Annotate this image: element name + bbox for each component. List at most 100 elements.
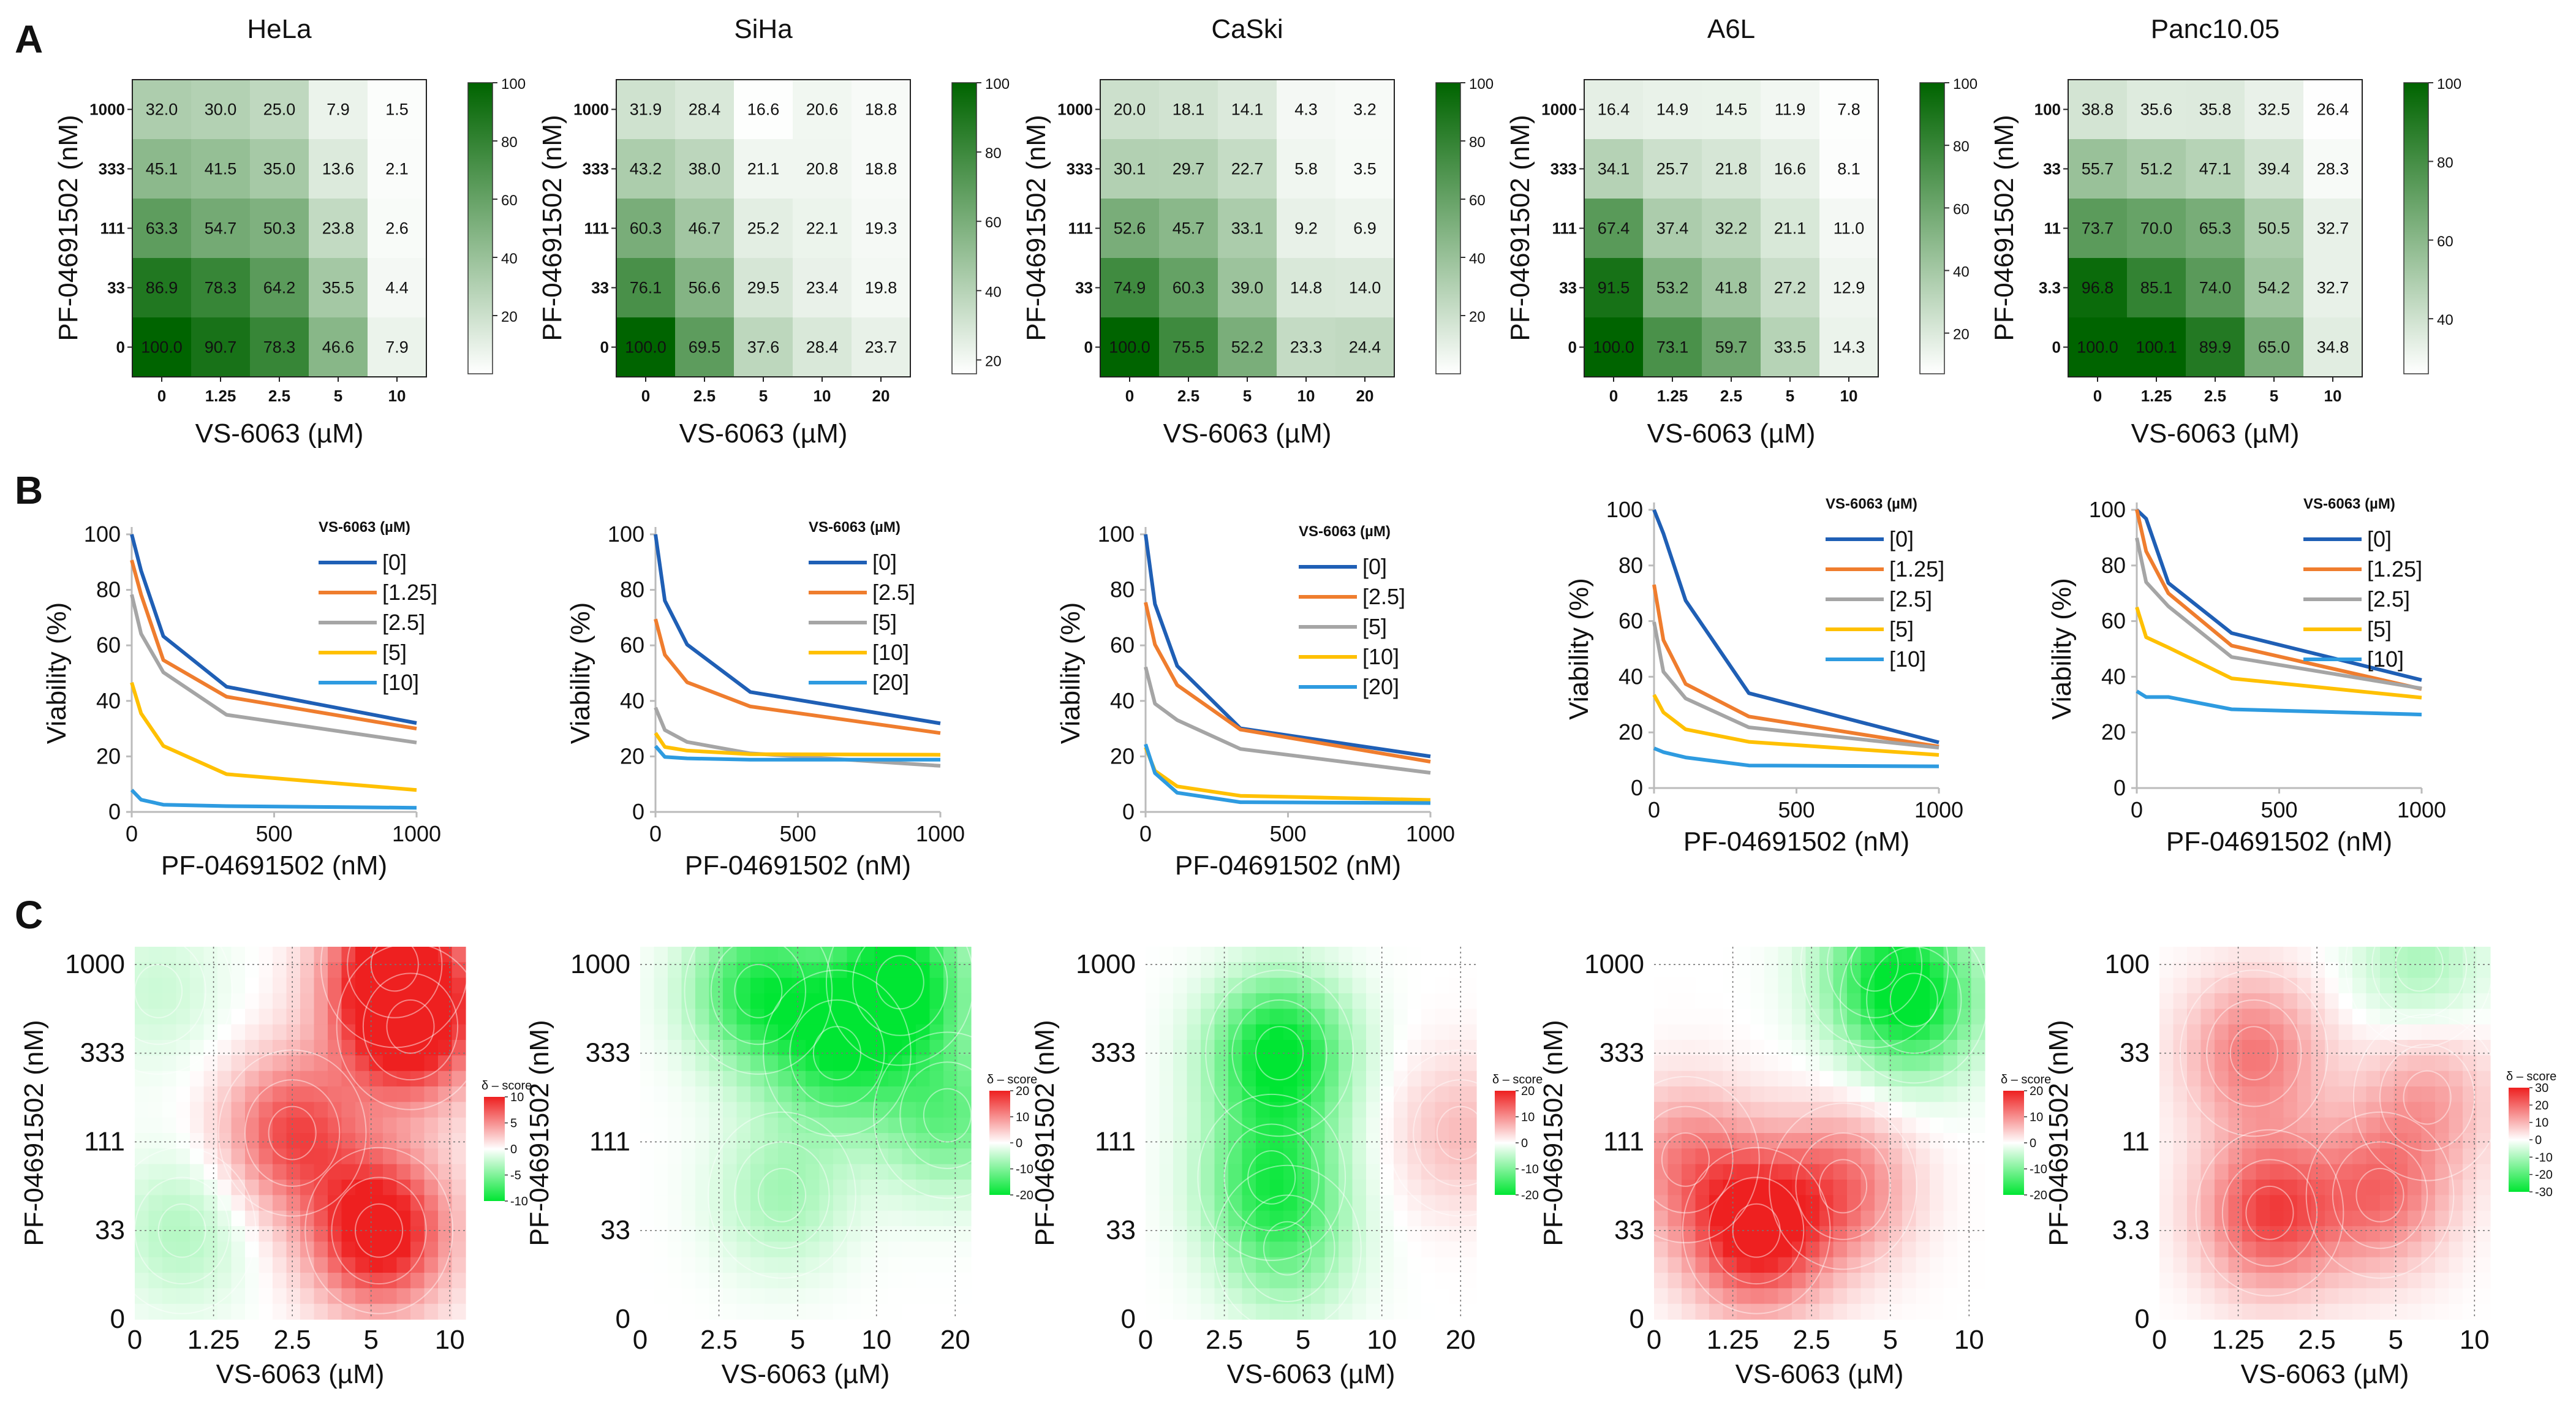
delta-cell bbox=[640, 1288, 655, 1305]
delta-cell bbox=[1764, 1133, 1779, 1149]
delta-cell bbox=[1449, 1024, 1464, 1040]
delta-cell bbox=[135, 1040, 149, 1056]
contour-line bbox=[1769, 1102, 1917, 1270]
delta-cell bbox=[2476, 1040, 2491, 1056]
delta-cell bbox=[2380, 1117, 2395, 1134]
delta-cell bbox=[410, 1180, 425, 1196]
delta-cell bbox=[424, 962, 439, 979]
delta-cell bbox=[736, 1040, 751, 1056]
delta-cell bbox=[2256, 1071, 2270, 1087]
delta-cell bbox=[1187, 1273, 1201, 1289]
delta-cell bbox=[2159, 1273, 2174, 1289]
delta-cell bbox=[902, 947, 916, 963]
delta-cell bbox=[410, 1117, 425, 1134]
delta-cell bbox=[929, 977, 944, 994]
delta-cell bbox=[2270, 1024, 2284, 1040]
delta-cell bbox=[874, 1303, 889, 1320]
delta-cell bbox=[1709, 1148, 1724, 1165]
delta-cell bbox=[1242, 1257, 1256, 1273]
y-tick-label: 100 bbox=[1098, 521, 1135, 547]
delta-cell bbox=[2200, 1071, 2215, 1087]
delta-cell bbox=[1792, 1257, 1807, 1273]
delta-cell bbox=[1159, 1273, 1174, 1289]
delta-cell bbox=[2256, 1288, 2270, 1305]
delta-cell bbox=[2187, 1180, 2202, 1196]
delta-cell bbox=[1297, 1009, 1312, 1025]
delta-cell bbox=[2325, 1164, 2340, 1180]
delta-cell bbox=[2270, 1040, 2284, 1056]
delta-cell bbox=[750, 993, 765, 1009]
delta-cell bbox=[1352, 947, 1367, 963]
delta-cell bbox=[1695, 962, 1710, 979]
delta-cell bbox=[383, 1040, 398, 1056]
delta-cell bbox=[2366, 1195, 2381, 1211]
delta-cell bbox=[438, 1257, 453, 1273]
delta-cell bbox=[1750, 1210, 1765, 1227]
delta-cell bbox=[791, 1303, 806, 1320]
delta-cell bbox=[695, 1148, 710, 1165]
delta-cell bbox=[2366, 1210, 2381, 1227]
heatmap-cell bbox=[734, 317, 793, 377]
delta-cell bbox=[1394, 1102, 1408, 1118]
delta-cell bbox=[1311, 1273, 1326, 1289]
delta-cell bbox=[1833, 1009, 1848, 1025]
delta-cell bbox=[328, 1102, 342, 1118]
delta-cell bbox=[369, 1117, 383, 1134]
delta-cell bbox=[1819, 1009, 1834, 1025]
delta-cell bbox=[929, 1024, 944, 1040]
delta-cell bbox=[847, 1133, 861, 1149]
delta-cell bbox=[778, 1024, 793, 1040]
delta-cell bbox=[2421, 1288, 2436, 1305]
delta-cell bbox=[369, 1180, 383, 1196]
y-tick-label: 1000 bbox=[89, 100, 125, 119]
delta-cell bbox=[438, 1226, 453, 1242]
heatmap-cell bbox=[2303, 80, 2363, 140]
delta-cell bbox=[874, 1055, 889, 1072]
delta-cell bbox=[2256, 947, 2270, 963]
delta-cell bbox=[231, 1210, 246, 1227]
delta-cell bbox=[1394, 1180, 1408, 1196]
delta-cell bbox=[2393, 1303, 2408, 1320]
delta-cell bbox=[231, 962, 246, 979]
delta-cell bbox=[190, 962, 205, 979]
delta-cell bbox=[190, 1241, 205, 1258]
colorbar-tick-label: 30 bbox=[2535, 1082, 2548, 1095]
delta-cell bbox=[750, 1024, 765, 1040]
delta-cell bbox=[1146, 1241, 1160, 1258]
delta-cell bbox=[736, 962, 751, 979]
delta-cell bbox=[2311, 1102, 2325, 1118]
delta-cell bbox=[2380, 1133, 2395, 1149]
delta-cell bbox=[2463, 1024, 2477, 1040]
heatmap-cell bbox=[1335, 80, 1395, 140]
delta-cell bbox=[1462, 947, 1477, 963]
delta-cell bbox=[1435, 1164, 1449, 1180]
delta-cell bbox=[2408, 1071, 2422, 1087]
delta-cell bbox=[259, 1102, 273, 1118]
delta-cell bbox=[245, 1071, 260, 1087]
delta-cell bbox=[1833, 1288, 1848, 1305]
delta-cell bbox=[1421, 1102, 1436, 1118]
delta-cell bbox=[1283, 962, 1298, 979]
delta-cell bbox=[162, 1210, 177, 1227]
delta-cell bbox=[1709, 1024, 1724, 1040]
delta-cell bbox=[1324, 1257, 1339, 1273]
x-tick-label: 10 bbox=[388, 387, 406, 405]
y-tick-label: 100 bbox=[84, 521, 121, 547]
cell-label: 70.0 bbox=[2140, 219, 2173, 238]
delta-cell bbox=[1668, 1195, 1682, 1211]
delta-cell bbox=[2393, 1071, 2408, 1087]
delta-cell bbox=[888, 1195, 903, 1211]
delta-cell bbox=[1311, 1071, 1326, 1087]
delta-cell bbox=[314, 1257, 328, 1273]
delta-cell bbox=[1930, 1117, 1944, 1134]
delta-cell bbox=[1943, 993, 1958, 1009]
delta-cell bbox=[957, 1055, 972, 1072]
delta-cell bbox=[888, 993, 903, 1009]
x-tick-label: 1.25 bbox=[2141, 387, 2172, 405]
delta-cell bbox=[1435, 1210, 1449, 1227]
cell-label: 60.3 bbox=[630, 219, 662, 238]
cell-label: 22.1 bbox=[806, 219, 839, 238]
delta-cell bbox=[957, 1024, 972, 1040]
